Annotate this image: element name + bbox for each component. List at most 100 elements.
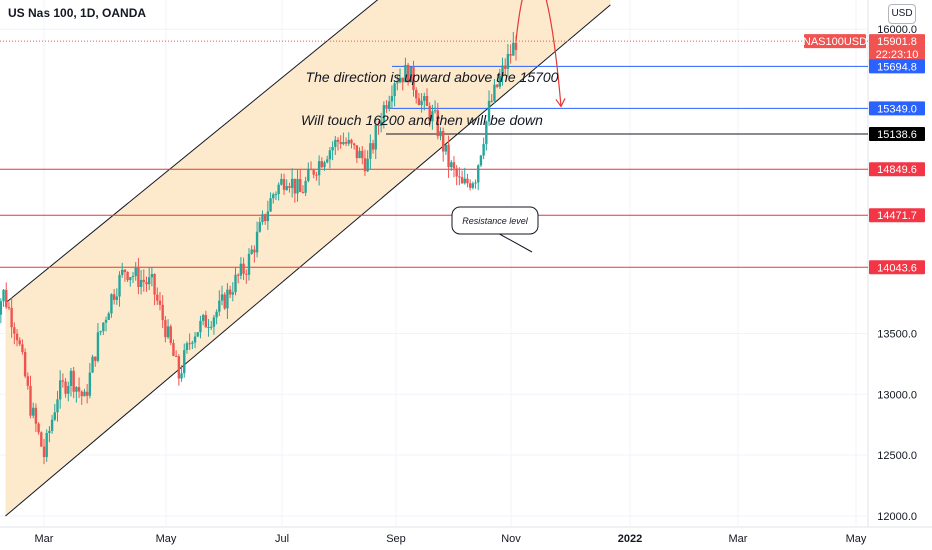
candle-body	[436, 110, 439, 137]
candle-body	[7, 307, 11, 309]
candle-body	[498, 76, 502, 87]
candle-body	[420, 100, 423, 106]
candle-body	[417, 98, 421, 106]
candle-body	[242, 263, 245, 274]
candle-body	[180, 373, 183, 379]
candle-body	[118, 274, 121, 297]
candle-body	[339, 141, 342, 145]
candle-body	[309, 169, 313, 171]
channel-lower-line	[5, 4, 611, 517]
candle-body	[147, 277, 151, 285]
candle-body	[374, 124, 377, 150]
candle-body	[304, 180, 307, 193]
candle-body	[32, 407, 35, 416]
candle-body	[37, 423, 40, 433]
annotation-line-2: Will touch 16200 and then will be down	[301, 112, 543, 128]
svg-text:15349.0: 15349.0	[877, 103, 917, 115]
candle-body	[433, 110, 437, 112]
candle-body	[288, 186, 291, 188]
candle-body	[315, 174, 318, 176]
candle-body	[379, 121, 383, 127]
candle-body	[67, 385, 70, 394]
candle-body	[29, 385, 32, 416]
candle-body	[406, 64, 410, 83]
candle-body	[352, 143, 356, 146]
level-tag: 15694.8	[869, 59, 925, 73]
candle-body	[228, 289, 232, 295]
candle-body	[23, 352, 27, 377]
candle-body	[85, 391, 89, 396]
candle-body	[18, 340, 21, 345]
candle-body	[207, 327, 210, 329]
channel-upper-line	[5, 0, 379, 304]
candle-body	[215, 311, 218, 318]
x-tick-label: Nov	[501, 533, 521, 545]
candle-body	[460, 177, 464, 184]
candle-body	[112, 294, 116, 300]
candle-body	[474, 182, 477, 184]
candle-body	[390, 96, 394, 102]
candle-body	[69, 370, 73, 386]
currency-button[interactable]: USD	[888, 4, 916, 24]
candle-body	[463, 178, 466, 184]
x-axis[interactable]: Mar May Jul Sep Nov 2022 Mar May	[35, 533, 867, 545]
svg-text:15138.6: 15138.6	[877, 129, 917, 141]
candle-body	[131, 276, 135, 278]
candle-body	[145, 282, 148, 285]
candle-body	[415, 89, 418, 99]
candle-body	[458, 176, 461, 178]
candle-body	[355, 145, 359, 159]
candle-body	[15, 333, 19, 341]
x-tick-label: May	[156, 533, 177, 545]
candle-body	[61, 380, 65, 382]
candle-body	[75, 387, 78, 392]
candle-body	[234, 274, 237, 293]
candle-body	[191, 342, 194, 344]
annotation-line-1: The direction is upward above the 15700	[306, 69, 559, 85]
candle-body	[404, 64, 407, 83]
y-axis[interactable]: 20000.019500.019000.018500.018000.017500…	[877, 0, 917, 523]
candle-body	[177, 356, 181, 379]
candle-body	[382, 105, 386, 122]
candle-body	[110, 294, 113, 314]
candle-body	[385, 105, 388, 109]
candle-body	[212, 317, 216, 327]
candle-body	[201, 314, 205, 321]
candle-body	[490, 100, 493, 102]
horizontal-levels	[0, 40, 868, 268]
candle-body	[336, 139, 340, 142]
level-tag: 14043.6	[869, 260, 925, 275]
candle-body	[99, 331, 102, 333]
candle-body	[342, 142, 345, 145]
candle-body	[96, 332, 100, 361]
callout-text: Resistance level	[462, 216, 529, 226]
candle-body	[83, 391, 86, 397]
level-tag: 14849.6	[869, 162, 925, 177]
candle-body	[485, 121, 488, 144]
candle-body	[280, 179, 283, 185]
candle-body	[53, 412, 56, 420]
candle-body	[514, 42, 518, 50]
candle-body	[361, 150, 364, 159]
candle-body	[80, 391, 83, 397]
candle-body	[255, 231, 259, 253]
channel-fill	[5, 0, 611, 516]
candle-body	[452, 162, 456, 169]
candle-body	[137, 267, 140, 288]
candle-body	[509, 54, 512, 56]
y-tick-label: 12500.0	[877, 450, 917, 462]
candle-body	[506, 54, 510, 69]
candle-body	[134, 267, 137, 277]
candle-body	[183, 350, 186, 374]
candle-body	[423, 96, 426, 101]
level-tag: 15349.0	[869, 101, 925, 116]
candle-body	[245, 273, 248, 275]
svg-text:22:23:10: 22:23:10	[876, 49, 919, 61]
candle-body	[277, 184, 280, 195]
candle-body	[444, 144, 448, 152]
candle-body	[50, 419, 54, 431]
candle-body	[126, 272, 129, 281]
candle-body	[226, 289, 229, 309]
